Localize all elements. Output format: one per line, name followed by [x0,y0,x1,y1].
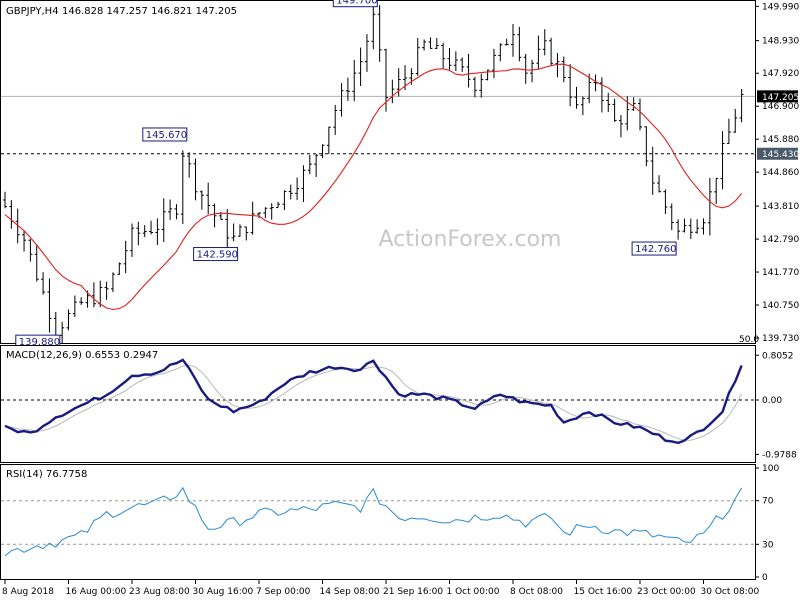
annotation-frame [193,247,239,262]
corner-label: 50.0 [739,335,759,345]
annotation-label: 149.700 [336,0,377,7]
time-tick-label: 30 Aug 16:00 [193,587,254,597]
price-tick-label: 147.920 [762,69,799,79]
time-tick-label: 30 Oct 08:00 [701,587,760,597]
macd-tick-label: -0.9788 [762,450,797,460]
price-panel: ActionForex.com 149.700 145.670 142.590 139… [0,0,759,350]
rsi-panel-frame [0,464,756,580]
price-tick-label: 146.900 [762,102,799,112]
macd-panel-frame [0,345,756,463]
rsi-tick-label: 30 [762,540,774,550]
rsi-tick-label: 70 [762,497,774,507]
macd-tick-label: 0.00 [762,396,782,406]
price-annotations: 149.700 145.670 142.590 139.880 142.760 [15,0,677,349]
price-title: GBPJPY,H4 [6,6,59,17]
price-tick-label: 141.770 [762,268,799,278]
macd-panel: MACD(12,26,9) 0.6553 0.2947 [0,345,756,463]
watermark: ActionForex.com [379,227,562,252]
price-tick-label: 140.750 [762,301,799,311]
time-tick-label: 1 Oct 00:00 [447,587,500,597]
price-tick-label: 149.990 [762,2,799,12]
price-panel-frame [0,0,756,344]
support-price-tag [757,147,798,160]
annotation-box: 149.700 [332,0,378,8]
time-tick-label: 15 Oct 16:00 [574,587,633,597]
price-tick-label: 143.810 [762,202,799,212]
annotation-frame [332,0,378,8]
annotation-label: 142.760 [635,244,676,255]
price-ohlc: 146.828 147.257 146.821 147.205 [62,6,237,17]
annotation-box: 142.590 [193,247,239,262]
time-tick-label: 7 Sep 00:00 [256,587,311,597]
price-tick-label: 148.930 [762,37,799,47]
macd-tick-label: 0.8052 [762,351,794,361]
price-tick-label: 145.880 [762,135,799,145]
rsi-tick-label: 100 [762,464,779,474]
annotation-box: 142.760 [631,241,677,256]
moving-average-line [4,63,743,311]
rsi-title: RSI(14) 76.7758 [6,469,87,480]
support-price-tag-label: 145.430 [762,150,799,160]
time-tick-label: 23 Aug 08:00 [129,587,190,597]
annotation-frame [631,241,677,256]
rsi-axis: 100 70 30 0 [755,464,779,583]
annotation-box: 145.670 [142,127,188,142]
macd-title: MACD(12,26,9) 0.6553 0.2947 [6,350,158,361]
price-tick-label: 139.730 [762,334,799,344]
current-price-tag-label: 147.205 [762,93,799,103]
time-tick-label: 8 Oct 08:00 [510,587,563,597]
price-candles [3,0,744,350]
price-tick-label: 142.790 [762,235,799,245]
price-tick-label: 144.860 [762,168,799,178]
current-price-tag [757,90,798,103]
time-tick-label: 21 Sep 16:00 [383,587,443,597]
time-tick-label: 14 Sep 08:00 [320,587,380,597]
rsi-line [4,486,743,557]
time-tick-label: 8 Aug 2018 [2,587,54,597]
macd-signal-line [4,364,743,441]
annotation-frame [142,127,188,142]
rsi-tick-label: 0 [762,573,768,583]
annotation-label: 145.670 [146,130,187,141]
macd-axis: 0.8052 0.00 -0.9788 [755,351,797,460]
annotation-label: 139.880 [19,337,60,348]
annotation-label: 142.590 [197,250,238,261]
price-axis: 149.990 148.930 147.920 146.900 145.880 144.8… [755,2,799,344]
time-axis: 8 Aug 2018 16 Aug 00:00 23 Aug 08:00 30 Aug… [2,580,759,597]
time-tick-label: 16 Aug 00:00 [66,587,127,597]
rsi-panel: RSI(14) 76.7758 [0,464,756,580]
price-horizontal-lines [1,95,755,155]
macd-line [4,358,743,445]
time-tick-label: 23 Oct 00:00 [637,587,696,597]
